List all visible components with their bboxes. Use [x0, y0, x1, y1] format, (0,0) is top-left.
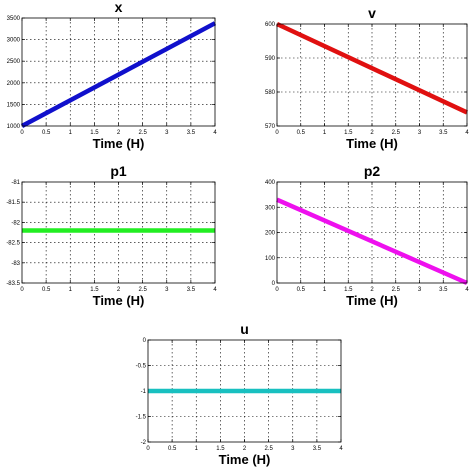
chart-1-x-tick-label: 2 [117, 130, 121, 136]
chart-3-x-tick-label: 4 [213, 287, 217, 293]
chart-2-x-tick-label: 0.5 [297, 130, 306, 136]
chart-3-x-tick-label: 1.5 [90, 287, 99, 293]
chart-5-x-tick-label: 1.5 [216, 446, 225, 452]
chart-4-y-tick-label: 300 [265, 205, 276, 211]
chart-1-y-tick-label: 2500 [7, 59, 21, 65]
chart-4-axes-frame [276, 181, 468, 284]
chart-1-x-tick-label: 0.5 [42, 130, 51, 136]
chart-5-x-tick-label: 1 [195, 446, 199, 452]
chart-2-x-tick-label: 4 [465, 130, 469, 136]
chart-4-panel: 0 0.5 1 1.5 2 2.5 3 3.5 4 0 100 200 300 400 p2 Time (H) [265, 163, 469, 308]
chart-4-title: p2 [364, 163, 381, 179]
chart-4-y-tick-label: 0 [272, 281, 276, 287]
chart-2-panel: 0 0.5 1 1.5 2 2.5 3 3.5 4 570 580 590 600 v Time (H) [265, 5, 469, 151]
chart-4-x-tick-label: 4 [465, 287, 469, 293]
chart-2-x-tick-label: 3 [418, 130, 422, 136]
chart-2-y-tick-label: 600 [265, 22, 276, 28]
chart-1-series-line-1 [20, 21, 217, 128]
chart-4-x-tick-label: 2.5 [392, 287, 401, 293]
chart-5-x-tick-label: 3 [291, 446, 295, 452]
chart-1-x-tick-label: 3 [165, 130, 169, 136]
chart-4-x-tick-label: 1.5 [344, 287, 353, 293]
chart-1-x-tick-label: 2.5 [138, 130, 147, 136]
chart-5-y-tick-label: -0.5 [136, 364, 147, 370]
chart-4-x-tick-label: 0 [275, 287, 279, 293]
chart-4-x-tick-label: 1 [323, 287, 327, 293]
chart-5-y-tick-label: 0 [143, 338, 147, 344]
chart-1-y-tick-label: 1000 [7, 124, 21, 130]
chart-2-x-tick-label: 3.5 [439, 130, 448, 136]
chart-5-x-axis-label: Time (H) [219, 452, 271, 467]
chart-1-x-tick-label: 4 [213, 130, 217, 136]
chart-5-x-tick-label: 2 [243, 446, 247, 452]
chart-4-y-tick-label: 400 [265, 180, 276, 186]
chart-3-y-tick-label: -83 [11, 261, 20, 267]
chart-3-x-tick-label: 3.5 [187, 287, 196, 293]
chart-3-x-axis-label: Time (H) [93, 293, 145, 308]
chart-1-y-tick-label: 3500 [7, 16, 21, 22]
chart-3-y-tick-label: -81 [11, 180, 20, 186]
chart-1-panel: 0 0.5 1 1.5 2 2.5 3 3.5 4 1000 1500 2000 2500 3000 350… [7, 0, 218, 151]
chart-4-y-tick-label: 200 [265, 231, 276, 237]
chart-3-y-tick-label: -83.5 [6, 281, 20, 287]
chart-3-y-tick-label: -82.5 [6, 241, 20, 247]
chart-4-y-tick-label: 100 [265, 256, 276, 262]
chart-4-x-tick-label: 3.5 [439, 287, 448, 293]
chart-3-x-tick-label: 1 [69, 287, 73, 293]
chart-2-y-tick-label: 580 [265, 90, 276, 96]
chart-1-axes-frame [21, 17, 216, 127]
chart-3-x-tick-label: 3 [165, 287, 169, 293]
chart-5-y-tick-label: -2 [141, 440, 147, 446]
chart-1-y-tick-label: 1500 [7, 102, 21, 108]
chart-1-x-axis-label: Time (H) [93, 136, 145, 151]
chart-3-x-tick-label: 2.5 [138, 287, 147, 293]
chart-4-x-tick-label: 2 [370, 287, 374, 293]
chart-2-x-tick-label: 1 [323, 130, 327, 136]
chart-3-x-tick-label: 0 [20, 287, 24, 293]
chart-3-y-tick-label: -81.5 [6, 200, 20, 206]
chart-5-y-tick-label: -1.5 [136, 415, 147, 421]
chart-3-y-tick-label: -82 [11, 220, 20, 226]
chart-5-x-tick-label: 0.5 [168, 446, 177, 452]
chart-2-x-tick-label: 2.5 [392, 130, 401, 136]
chart-3-x-tick-label: 0.5 [42, 287, 51, 293]
chart-4-x-tick-label: 0.5 [297, 287, 306, 293]
chart-5-x-tick-label: 0 [146, 446, 150, 452]
chart-1-x-tick-label: 1 [69, 130, 73, 136]
chart-1-x-tick-label: 0 [20, 130, 24, 136]
chart-3-axes-frame [21, 181, 216, 284]
chart-2-title: v [368, 5, 376, 21]
chart-1-y-tick-label: 2000 [7, 81, 21, 87]
chart-4-x-axis-label: Time (H) [346, 293, 398, 308]
chart-4-x-tick-label: 3 [418, 287, 422, 293]
chart-5-x-tick-label: 3.5 [313, 446, 322, 452]
chart-2-y-tick-label: 570 [265, 124, 276, 130]
chart-1-x-tick-label: 3.5 [187, 130, 196, 136]
chart-1-x-tick-label: 1.5 [90, 130, 99, 136]
chart-2-x-tick-label: 0 [275, 130, 279, 136]
chart-5-y-tick-label: -1 [141, 389, 147, 395]
chart-5-panel: 0 0.5 1 1.5 2 2.5 3 3.5 4 0 -0.5 -1 -1.5 -2 u Time (H) [136, 321, 344, 467]
chart-1-title: x [115, 0, 123, 15]
chart-2-x-tick-label: 1.5 [344, 130, 353, 136]
chart-5-x-tick-label: 4 [339, 446, 343, 452]
chart-3-panel: 0 0.5 1 1.5 2 2.5 3 3.5 4 -81 -81.5 -82 -82.5 -83 -83.… [6, 163, 217, 308]
chart-1-y-tick-label: 3000 [7, 38, 21, 44]
chart-2-axes-frame [276, 23, 468, 127]
chart-2-series-line-1 [276, 21, 468, 115]
chart-4-series-line-1 [276, 197, 468, 286]
chart-3-title: p1 [110, 163, 127, 179]
chart-5-title: u [240, 321, 249, 337]
chart-5-axes-frame [147, 339, 342, 443]
chart-2-x-axis-label: Time (H) [346, 136, 398, 151]
chart-3-x-tick-label: 2 [117, 287, 121, 293]
chart-2-y-tick-label: 590 [265, 56, 276, 62]
chart-5-x-tick-label: 2.5 [264, 446, 273, 452]
chart-2-x-tick-label: 2 [370, 130, 374, 136]
